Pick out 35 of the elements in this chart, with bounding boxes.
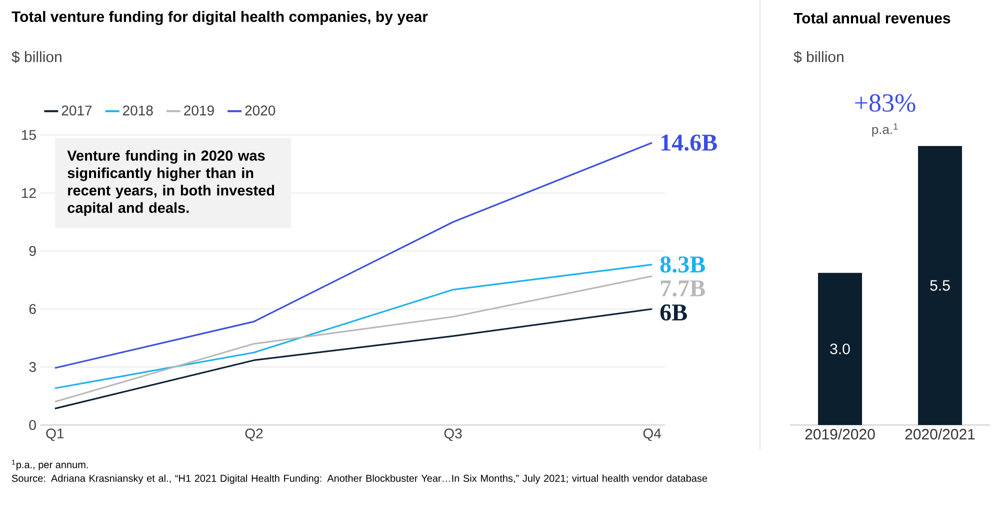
y-tick-label: 15 [22,130,36,140]
legend-label: 2018 [123,106,153,116]
legend-label: 2017 [62,106,92,116]
annotation: Venture funding in 2020 was significantly higher than in recent years, in both invested capital and deals. [67,150,274,216]
y-tick-label: 12 [22,188,36,198]
y-tick-label: 6 [29,304,36,314]
line-series [54,275,653,403]
line-series [54,264,653,390]
y-tick-label: 9 [29,246,36,256]
x-tick-label: Q1 [46,428,64,441]
data-label: 6B [660,304,687,321]
legend-label: 2019 [184,106,214,116]
legend-label: 2020 [245,106,276,116]
text: $^{1}$p.a., per annum. [12,460,88,470]
data-label: 14.6B [662,134,717,151]
chart-subtitle: $ billion [794,50,844,64]
x-tick-label: 2020/2021 [905,428,975,440]
data-label: 7.7B [660,280,705,297]
y-tick-label: 3 [29,362,36,372]
chart-subtitle: $ billion [12,50,62,64]
line-series [54,308,653,410]
data-label: 8.3B [660,256,705,273]
x-tick-label: Q3 [444,428,462,441]
x-tick-label: Q4 [643,428,661,441]
x-tick-label: Q2 [245,428,263,441]
x-tick-label: 2019/2020 [805,428,875,440]
chart-title: Total annual revenues [794,12,950,24]
chart-title: Total venture funding for digital health companies, by year [12,10,428,26]
text: +83% [855,94,916,112]
source-note: Source: Adriana Krasniansky et al., “H1 2021 Digital Health Funding: Another Blockbuster Year…In Six Months,” July 2021; virtual health vendor database [12,474,708,484]
y-tick-label: 0 [29,420,36,430]
line-series [54,142,653,369]
data-label: 5.5 [930,280,950,291]
data-label: 3.0 [830,344,850,354]
text: p.a.$^{1}$ [872,123,898,137]
